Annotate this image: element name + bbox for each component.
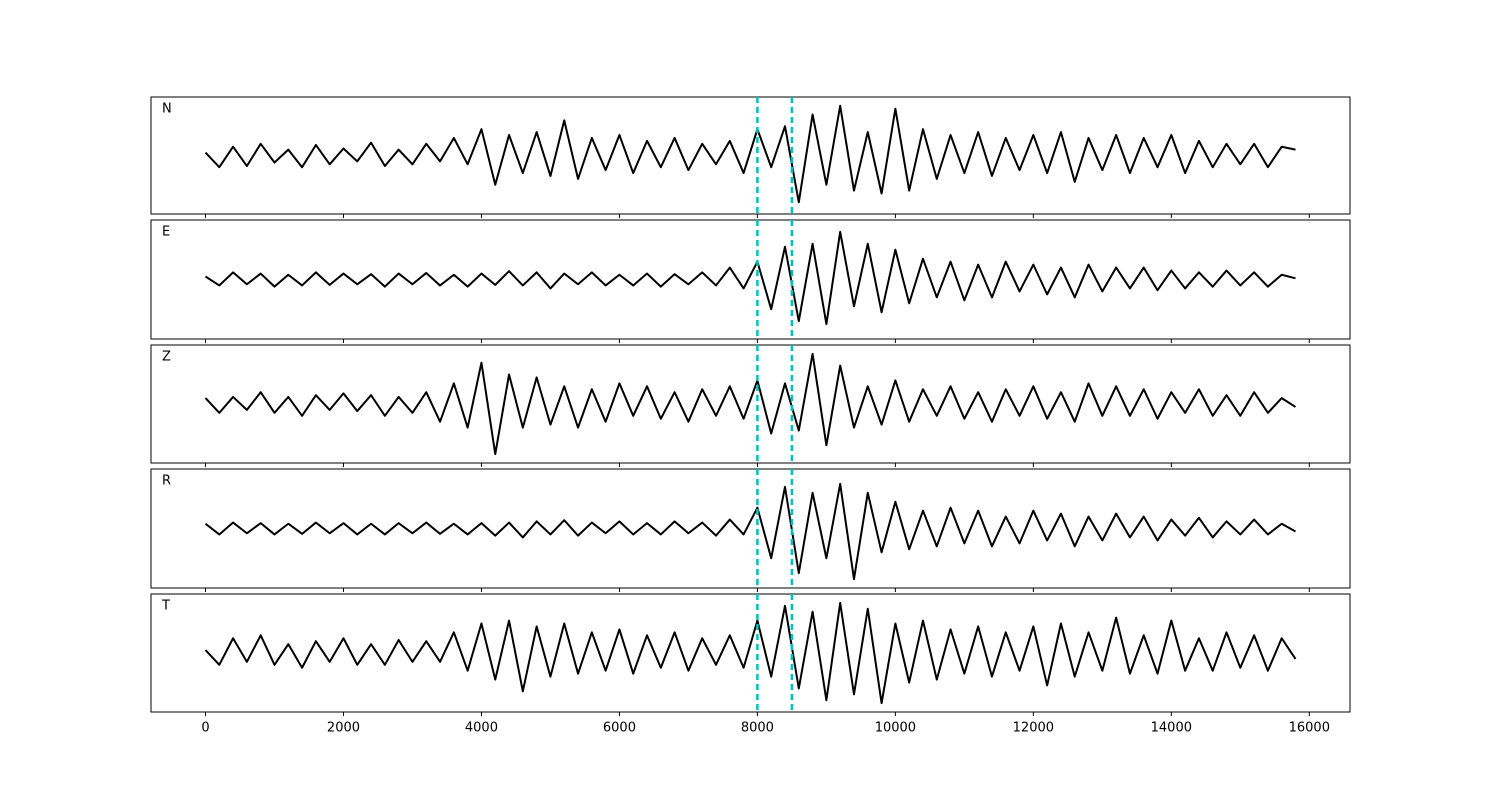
panel-label: E [162,225,170,240]
panel-label: R [162,474,171,489]
x-tick-label: 8000 [741,721,774,736]
panel-frame [150,344,1351,464]
x-tick-label: 10000 [875,721,916,736]
x-tick-label: 4000 [465,721,498,736]
trace [204,230,1296,326]
x-tick-label: 14000 [1151,721,1192,736]
panel-label: N [162,102,172,117]
trace [204,482,1296,581]
x-tick-label: 12000 [1013,721,1054,736]
panel-frame [150,593,1351,713]
x-tick-label: 16000 [1289,721,1330,736]
x-tick-label: 0 [201,721,209,736]
panel-frame [150,96,1351,215]
panel-frame [150,219,1351,340]
trace [204,601,1297,705]
trace [204,352,1297,456]
x-tick-label: 2000 [327,721,360,736]
panel-frame [150,468,1351,589]
panel-label: Z [162,350,171,365]
x-tick-label: 6000 [603,721,636,736]
panel-label: T [161,599,170,614]
trace [204,104,1296,204]
